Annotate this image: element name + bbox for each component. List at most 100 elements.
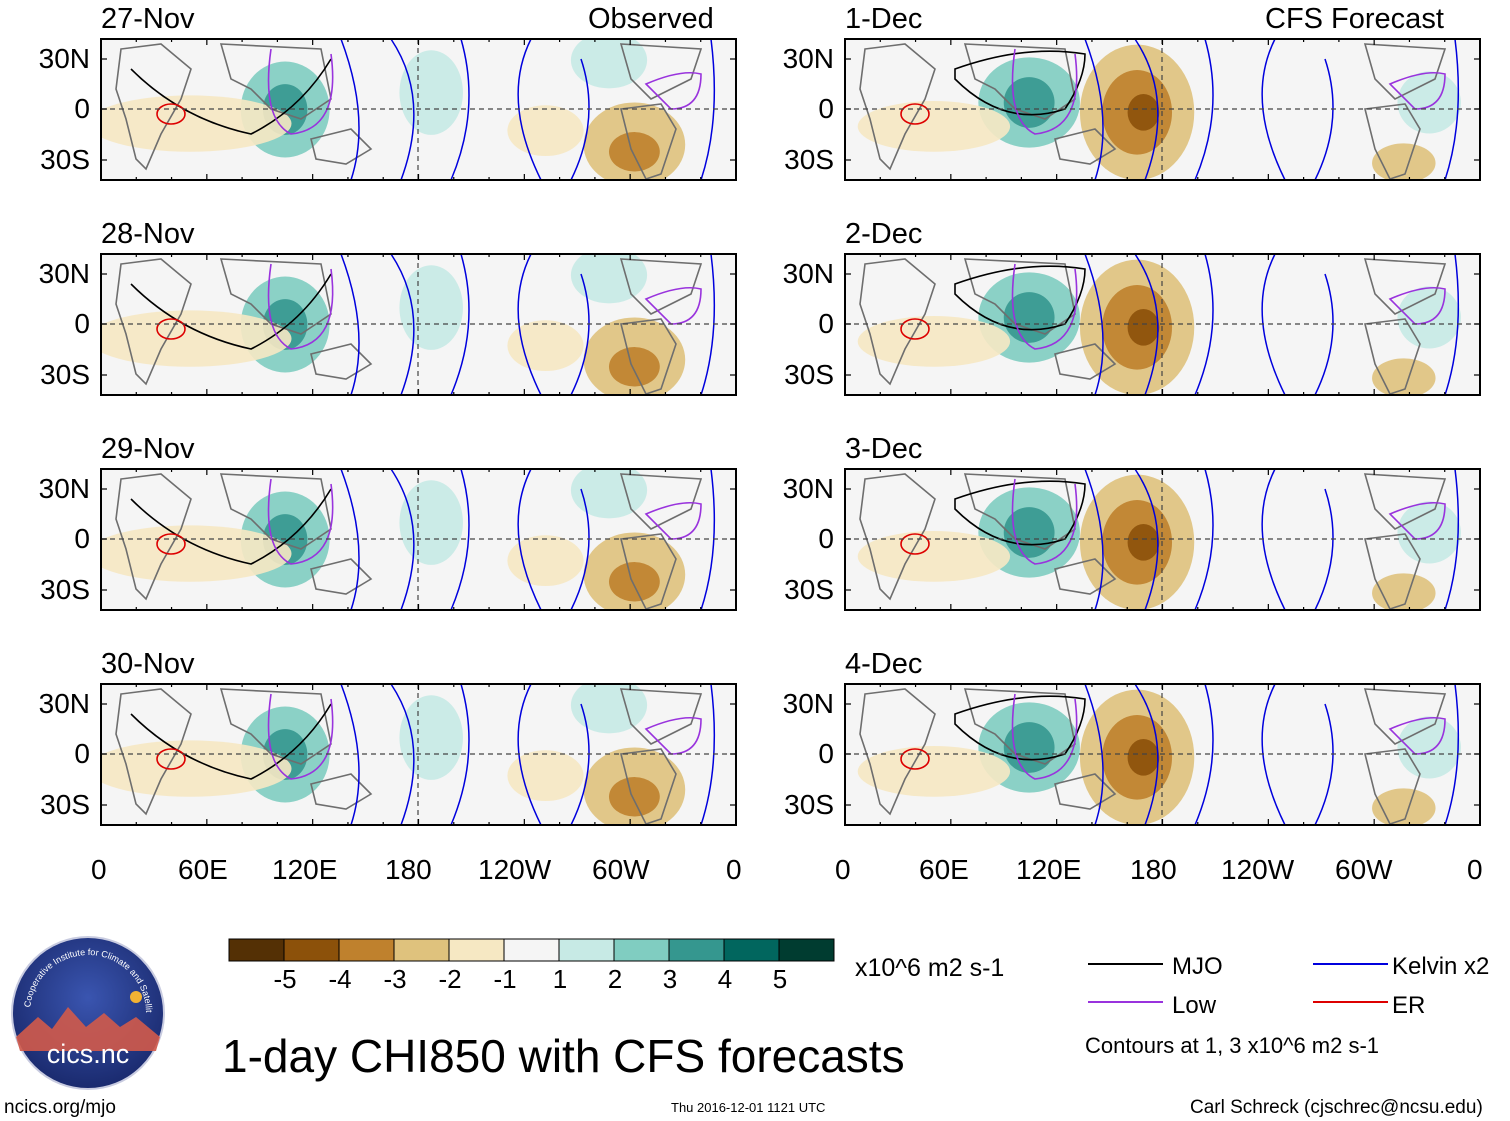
y-tick: 30S xyxy=(784,574,834,605)
x-tick: 120E xyxy=(1016,854,1082,885)
coastline xyxy=(620,103,677,180)
swatch-7 xyxy=(613,938,670,962)
low-contour xyxy=(644,501,702,540)
coastline xyxy=(310,128,373,165)
legend-label-kelvin: Kelvin x2 xyxy=(1392,953,1490,980)
coastline xyxy=(310,343,373,380)
coastline xyxy=(619,43,703,100)
logo-text: cics.nc xyxy=(47,1039,130,1069)
coastline xyxy=(1363,258,1447,315)
panel-date: 3-Dec xyxy=(845,433,923,465)
footer-url[interactable]: ncics.org/mjo xyxy=(4,1097,116,1118)
low-contour xyxy=(1388,286,1446,325)
map-panel xyxy=(844,38,1481,181)
kelvin-contour xyxy=(340,683,360,826)
kelvin-contour xyxy=(390,468,415,611)
kelvin-contour xyxy=(340,468,360,611)
anomaly-shading xyxy=(1397,286,1461,349)
logo-sun-icon xyxy=(130,991,142,1003)
y-tick: 30S xyxy=(40,144,90,175)
coastline xyxy=(1054,128,1117,165)
mjo-contour xyxy=(954,480,1086,546)
anomaly-shading xyxy=(1127,308,1160,346)
kelvin-contour xyxy=(1134,38,1159,181)
kelvin-contour xyxy=(1084,683,1104,826)
coastline xyxy=(1054,343,1117,380)
map-panel xyxy=(100,38,737,181)
anomaly-shading xyxy=(570,253,648,304)
x-tick: 120W xyxy=(478,854,552,885)
low-contour xyxy=(1011,48,1078,135)
kelvin-contour xyxy=(1261,468,1286,611)
y-tick: 30N xyxy=(38,473,90,504)
colorbar-label: 2 xyxy=(607,964,623,994)
kelvin-contour xyxy=(1194,253,1214,396)
x-tick: 180 xyxy=(1130,854,1177,885)
low-contour xyxy=(267,478,334,565)
coastline xyxy=(619,473,703,530)
y-tick: 30N xyxy=(782,258,834,289)
anomaly-shading xyxy=(609,132,660,172)
coastline xyxy=(1364,533,1421,610)
y-tick: 30N xyxy=(782,43,834,74)
mjo-contour xyxy=(130,273,332,350)
y-tick: 30S xyxy=(784,144,834,175)
anomaly-shading xyxy=(1397,716,1461,779)
anomaly-shading xyxy=(609,347,660,387)
kelvin-contour xyxy=(1194,683,1214,826)
x-tick: 0 xyxy=(726,854,742,885)
legend-label-er: ER xyxy=(1392,992,1426,1019)
coastline xyxy=(115,258,192,386)
colorbar-label: -1 xyxy=(493,964,517,994)
kelvin-contour xyxy=(450,468,470,611)
low-contour xyxy=(644,71,702,110)
colorbar-label: -2 xyxy=(438,964,462,994)
colorbar-label: -3 xyxy=(383,964,407,994)
legend-label-low: Low xyxy=(1172,992,1217,1019)
swatch-10 xyxy=(778,938,835,962)
kelvin-contour xyxy=(1261,253,1286,396)
y-tick: 30N xyxy=(38,688,90,719)
y-tick: 0 xyxy=(74,523,90,554)
kelvin-contour xyxy=(700,253,716,396)
kelvin-contour xyxy=(450,38,470,181)
main-title: 1-day CHI850 with CFS forecasts xyxy=(222,1030,905,1082)
y-tick: 30S xyxy=(784,789,834,820)
coastline xyxy=(115,43,192,171)
anomaly-shading xyxy=(1397,71,1461,134)
anomaly-shading xyxy=(1127,738,1160,776)
coastline xyxy=(1363,473,1447,530)
map-panel xyxy=(100,253,737,396)
x-tick: 120W xyxy=(1221,854,1295,885)
legend-label-mjo: MJO xyxy=(1172,953,1223,980)
kelvin-contour xyxy=(1314,273,1334,396)
coastline xyxy=(1363,688,1447,745)
anomaly-shading xyxy=(609,562,660,602)
coastline xyxy=(1364,103,1421,180)
y-tick: 0 xyxy=(818,523,834,554)
coastline xyxy=(1054,773,1117,810)
cics-logo: Cooperative Institute for Climate and Sa… xyxy=(8,933,165,1090)
y-tick: 30S xyxy=(40,789,90,820)
coastline xyxy=(219,43,332,120)
low-contour xyxy=(267,48,334,135)
er-contour xyxy=(900,103,930,125)
kelvin-contour xyxy=(517,253,542,396)
er-contour xyxy=(156,748,186,770)
mjo-contour xyxy=(130,58,332,135)
low-contour xyxy=(267,263,334,350)
kelvin-contour xyxy=(1134,468,1159,611)
er-contour xyxy=(156,533,186,555)
colorbar-units: x10^6 m2 s-1 xyxy=(855,954,1005,982)
kelvin-contour xyxy=(1134,683,1159,826)
x-tick: 0 xyxy=(1467,854,1483,885)
coastline xyxy=(219,473,332,550)
kelvin-contour xyxy=(517,683,542,826)
anomaly-shading xyxy=(1003,292,1055,343)
observed-header: Observed xyxy=(588,3,714,35)
kelvin-contour xyxy=(340,38,360,181)
low-contour xyxy=(1011,263,1078,350)
coastline xyxy=(115,473,192,601)
anomaly-shading xyxy=(1372,788,1436,826)
panel-date: 1-Dec xyxy=(845,3,923,35)
